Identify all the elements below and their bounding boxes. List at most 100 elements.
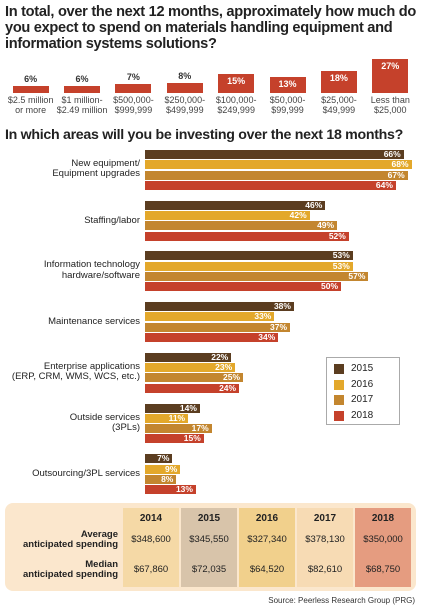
value-label: 53%	[332, 250, 350, 261]
table-cell: $72,035	[191, 564, 227, 575]
category-label: Outsourcing/3PL services	[32, 468, 140, 480]
bar	[145, 333, 279, 342]
category-label: Staffing/labor	[84, 214, 140, 226]
bar	[115, 84, 152, 93]
value-label: 23%	[215, 362, 233, 373]
bar	[145, 413, 189, 423]
value-label: 8%	[161, 473, 174, 484]
value-label: 46%	[305, 199, 323, 210]
source: Source: Peerless Research Group (PRG)	[268, 596, 415, 605]
value-label: 8%	[178, 71, 192, 81]
table-cell: $348,600	[131, 534, 171, 545]
legend-swatch	[334, 364, 344, 374]
bar	[145, 373, 243, 383]
bar	[145, 322, 291, 332]
bar	[145, 221, 338, 231]
value-label: 64%	[375, 179, 393, 190]
legend-swatch	[334, 379, 344, 390]
bar	[320, 70, 357, 93]
x-tick-label: $50,000- $99,999	[269, 95, 306, 115]
value-label: 49%	[317, 220, 335, 231]
bar	[145, 231, 349, 241]
row-label: Average anticipated spending	[22, 529, 118, 551]
value-label: 15%	[183, 433, 201, 444]
table-column	[297, 508, 353, 587]
x-tick-label: Less than $25,000	[370, 95, 410, 115]
value-label: 27%	[381, 61, 400, 72]
table-header: 2017	[313, 513, 337, 524]
bar	[145, 180, 396, 190]
value-label: 33%	[254, 311, 272, 322]
value-label: 67%	[387, 169, 405, 180]
bar	[145, 302, 294, 312]
bar	[145, 200, 326, 210]
table-cell: $68,750	[365, 564, 401, 575]
table-cell: $327,340	[247, 534, 287, 545]
value-label: 18%	[329, 72, 348, 83]
bar	[372, 59, 409, 93]
table-header: 2016	[255, 513, 279, 524]
value-label: 66%	[383, 149, 401, 159]
x-tick-label: $2.5 million or more	[7, 95, 54, 115]
value-label: 37%	[270, 321, 288, 332]
table-cell: $82,610	[307, 564, 343, 575]
table-cell: $64,520	[249, 564, 285, 575]
bar	[145, 312, 275, 322]
value-label: 13%	[175, 484, 193, 495]
x-tick-label: $1 million- $2.49 million	[56, 95, 108, 115]
x-tick-label: $25,000- $49,999	[321, 95, 357, 115]
value-label: 6%	[24, 73, 38, 84]
category-label: Enterprise applications (ERP, CRM, WMS, …	[11, 360, 140, 383]
value-label: 7%	[157, 453, 170, 464]
value-label: 14%	[179, 402, 197, 413]
bar	[145, 251, 353, 261]
bar	[145, 150, 404, 159]
x-tick-label: $250,000- $499,999	[164, 95, 206, 115]
value-label: 42%	[289, 210, 307, 220]
value-label: 7%	[126, 72, 140, 83]
bar	[145, 282, 341, 292]
legend-label: 2017	[351, 394, 374, 405]
bar	[145, 272, 369, 281]
bar	[166, 83, 203, 93]
bar	[145, 424, 212, 434]
bar	[145, 363, 236, 373]
legend-swatch	[334, 395, 344, 405]
value-label: 38%	[273, 301, 291, 312]
chart-title: In which areas will you be investing ove…	[5, 127, 403, 143]
legend-swatch	[334, 410, 344, 421]
category-label: Information technology hardware/software	[43, 259, 140, 281]
table-cell: $345,550	[189, 534, 229, 545]
x-tick-label: $100,000- $249,999	[215, 95, 257, 115]
value-label: 34%	[258, 332, 276, 342]
bar	[145, 211, 310, 220]
table-cell: $378,130	[305, 534, 345, 545]
value-label: 50%	[320, 281, 338, 292]
legend-label: 2015	[351, 363, 374, 374]
bar	[145, 454, 173, 464]
value-label: 17%	[191, 423, 209, 434]
table-cell: $350,000	[363, 534, 403, 545]
table-column	[239, 508, 295, 587]
bar	[145, 170, 408, 180]
table-cell: $67,860	[133, 564, 169, 575]
bar	[145, 383, 240, 393]
x-tick-label: $500,000- $999,999	[113, 95, 154, 115]
value-label: 52%	[328, 230, 346, 241]
value-label: 24%	[219, 382, 237, 393]
bar	[145, 352, 232, 362]
bar	[145, 434, 204, 444]
table-header: 2015	[197, 513, 221, 524]
category-label: New equipment/ Equipment upgrades	[52, 158, 140, 180]
row-label: Median anticipated spending	[22, 559, 118, 581]
table-header: 2014	[139, 513, 163, 524]
value-label: 53%	[332, 260, 350, 271]
table-column	[123, 508, 179, 587]
value-label: 11%	[168, 412, 186, 423]
value-label: 22%	[211, 351, 229, 362]
legend-label: 2016	[351, 378, 374, 390]
legend-label: 2018	[351, 409, 374, 421]
value-label: 68%	[391, 159, 409, 170]
table-column	[355, 508, 411, 587]
